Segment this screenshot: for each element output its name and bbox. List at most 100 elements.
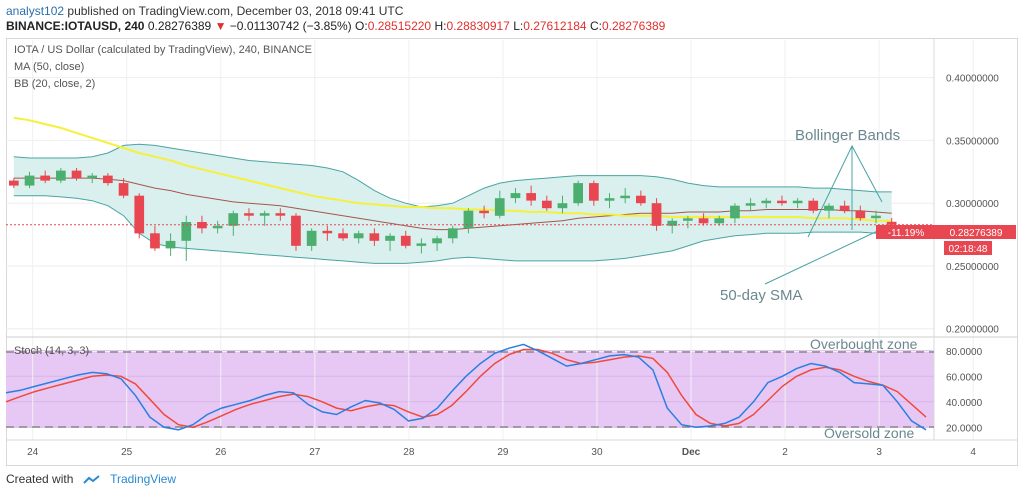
price-axis[interactable]: 0.40000000 0.35000000 0.30000000 0.25000000… <box>946 74 999 336</box>
candle-body <box>322 230 333 234</box>
countdown-badge <box>944 241 992 255</box>
candle-body <box>871 215 881 219</box>
candle-body <box>494 198 505 216</box>
candle-body <box>651 203 662 226</box>
candle-body <box>667 220 678 226</box>
time-tick-label: 28 <box>403 447 415 458</box>
candle-body <box>400 235 411 246</box>
candle-body <box>808 200 819 211</box>
sma-annotation: 50-day SMA <box>720 287 803 304</box>
candle-body <box>620 195 630 199</box>
high-value: 0.28830917 <box>446 19 510 33</box>
countdown-value: 02:18:48 <box>949 244 988 255</box>
low-value: 0.27612184 <box>523 19 587 33</box>
price-tick-label: 0.40000000 <box>946 74 999 85</box>
time-tick-label: 4 <box>970 447 976 458</box>
published-text: published on TradingView.com, December 0… <box>67 4 404 18</box>
stoch-tick-label: 60.0000 <box>946 372 983 383</box>
time-tick-label: 29 <box>497 447 509 458</box>
tradingview-brand[interactable]: TradingView <box>110 472 177 486</box>
price-change-badge <box>876 225 936 239</box>
candle-body <box>71 170 82 179</box>
candle-body <box>886 221 897 225</box>
last-price: 0.28276389 <box>147 19 212 33</box>
candle-body <box>792 200 803 204</box>
candle-body <box>730 205 740 219</box>
candle-body <box>463 210 474 229</box>
bollinger-annotation: Bollinger Bands <box>795 127 900 144</box>
footer: Created with TradingView <box>6 472 176 486</box>
candle-body <box>134 195 145 234</box>
price-badge-value: 0.28276389 <box>950 228 1003 239</box>
candle-body <box>87 175 98 179</box>
stoch-tick-label: 20.0000 <box>946 423 983 434</box>
created-with-text: Created with <box>6 472 74 486</box>
ohlc-bar: BINANCE:IOTAUSD, 240 0.28276389 ▼ −0.011… <box>6 19 665 33</box>
close-label: C: <box>589 19 602 33</box>
stoch-axis[interactable]: 80.0000 60.0000 40.0000 20.0000 <box>946 347 983 435</box>
candle-body <box>604 198 615 201</box>
symbol: BINANCE:IOTAUSD, 240 <box>6 19 145 33</box>
candle-body <box>714 218 725 224</box>
stoch-legend[interactable]: Stoch (14, 3, 3) <box>14 345 90 357</box>
candle-body <box>24 175 35 186</box>
candle-body <box>165 240 176 249</box>
candle-body <box>432 238 442 244</box>
candle-body <box>181 222 192 241</box>
price-tick-label: 0.35000000 <box>946 136 999 147</box>
author-link[interactable]: analyst102 <box>6 4 65 18</box>
time-tick-label: 30 <box>591 447 603 458</box>
price-tick-label: 0.25000000 <box>946 262 999 273</box>
price-badge <box>936 225 1016 239</box>
price-tick-label: 0.20000000 <box>946 325 999 336</box>
candle-body <box>306 230 317 246</box>
candle-body <box>447 228 458 239</box>
candle-body <box>573 183 583 204</box>
publish-info: analyst102 published on TradingView.com,… <box>6 4 403 18</box>
stoch-zone-fill <box>6 352 934 427</box>
low-label: L: <box>513 19 524 33</box>
candle-body <box>118 183 129 196</box>
bb-legend[interactable]: BB (20, close, 2) <box>14 78 96 90</box>
sma-pointer <box>764 227 885 285</box>
price-tick-label: 0.30000000 <box>946 199 999 210</box>
candle-body <box>510 193 521 199</box>
candle-body <box>557 203 568 209</box>
price-change-pct: -11.19% <box>888 228 925 239</box>
high-label: H: <box>434 19 447 33</box>
time-tick-label: 25 <box>121 447 133 458</box>
candle-body <box>275 213 286 216</box>
open-label: O: <box>355 19 368 33</box>
candle-body <box>824 205 834 211</box>
candle-body <box>636 195 646 204</box>
time-tick-label: 3 <box>876 447 882 458</box>
candle-body <box>839 205 850 211</box>
candle-body <box>228 213 239 226</box>
candle-body <box>683 218 693 221</box>
candle-body <box>479 210 489 214</box>
change-arrow-icon: ▼ <box>214 19 227 33</box>
overbought-annotation: Overbought zone <box>810 336 918 352</box>
price-change: −0.01130742 (−3.85%) <box>229 19 352 33</box>
candle-body <box>259 213 270 216</box>
candle-body <box>698 218 709 224</box>
time-axis[interactable]: 24 25 26 27 28 29 30 Dec 2 3 4 <box>27 447 976 458</box>
candle-body <box>761 200 772 204</box>
candle-body <box>777 200 787 204</box>
ma-legend[interactable]: MA (50, close) <box>14 61 85 73</box>
oversold-annotation: Oversold zone <box>824 425 914 441</box>
candle-body <box>369 233 380 241</box>
chart-frame[interactable] <box>6 38 1018 466</box>
close-value: 0.28276389 <box>601 19 666 33</box>
bollinger-lower-line <box>13 195 892 264</box>
candle-body <box>385 235 395 241</box>
candle-body <box>197 222 207 229</box>
stoch-tick-label: 40.0000 <box>946 398 983 409</box>
candle-body <box>56 170 66 181</box>
bollinger-upper-line <box>13 143 892 208</box>
candle-body <box>353 233 364 239</box>
time-tick-label: 26 <box>215 447 227 458</box>
stoch-d-line <box>5 348 927 429</box>
candle-body <box>416 243 427 246</box>
